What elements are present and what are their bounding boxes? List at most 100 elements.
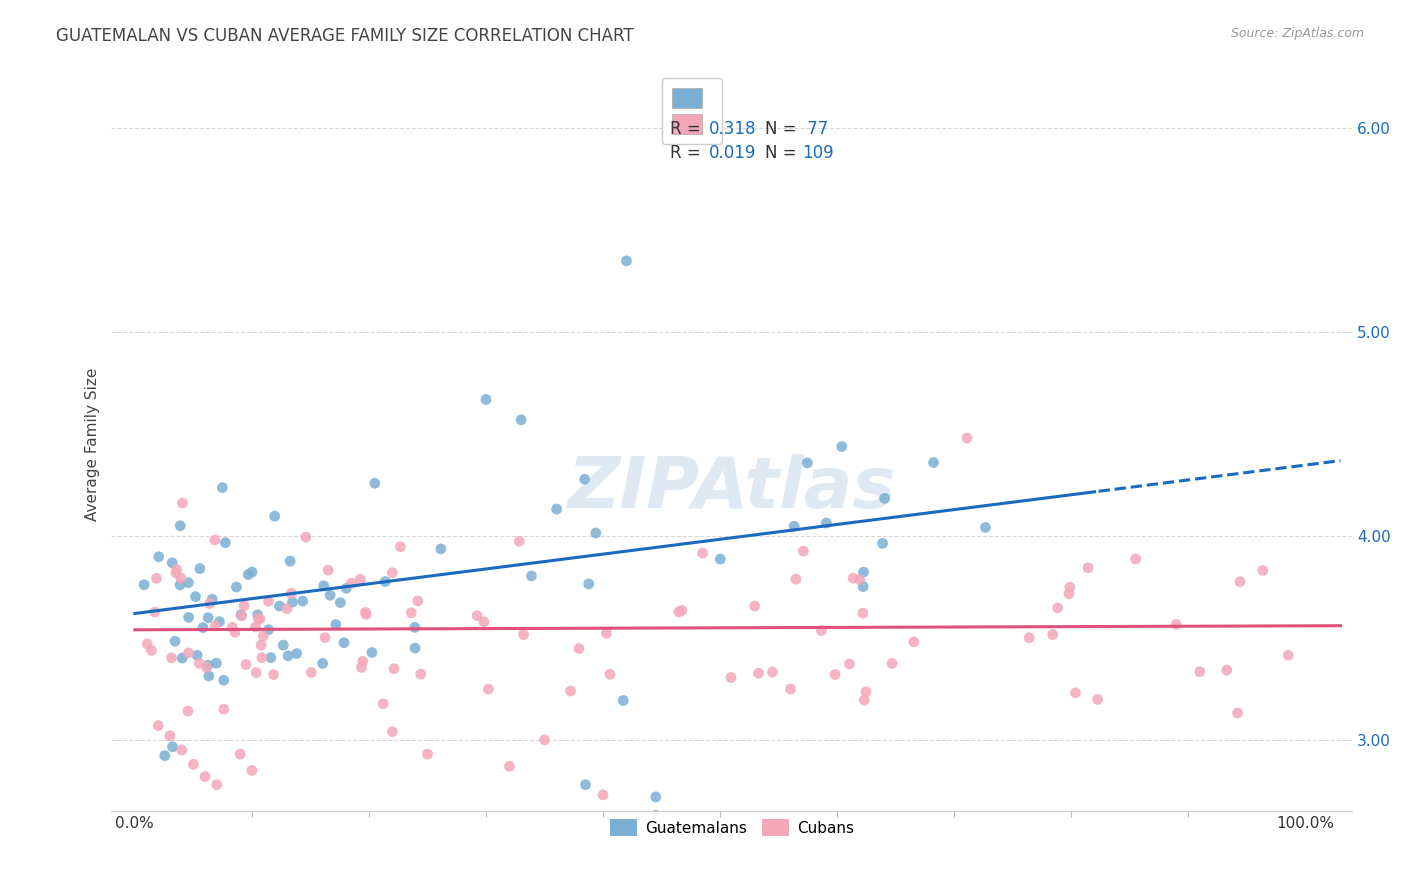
Point [245,620,267,634]
Point [333,636,356,650]
Point [212,673,235,688]
Point [409,667,432,681]
Point [783,519,806,533]
Point [720,671,742,685]
Point [177,646,200,660]
Point [247,611,270,625]
Point [212,702,235,716]
Point [169,578,191,592]
Text: N =: N = [765,144,801,161]
Point [1057,587,1080,601]
Point [796,456,818,470]
Text: 77: 77 [801,120,828,138]
Point [263,667,285,681]
Point [375,843,398,857]
Point [198,597,221,611]
Point [170,743,193,757]
Point [285,647,308,661]
Point [671,603,693,617]
Point [815,516,838,530]
Point [160,556,183,570]
Point [172,496,194,510]
Point [852,565,875,579]
Point [389,540,412,554]
Point [560,684,582,698]
Point [295,530,318,544]
Point [186,648,208,663]
Point [974,520,997,534]
Point [229,607,252,622]
Point [416,747,439,761]
Point [574,472,596,486]
Point [1166,617,1188,632]
Y-axis label: Average Family Size: Average Family Size [86,368,100,521]
Point [204,533,226,547]
Point [595,626,617,640]
Point [249,612,271,626]
Point [1018,631,1040,645]
Point [269,599,291,613]
Point [401,606,423,620]
Point [852,606,875,620]
Point [169,518,191,533]
Point [145,571,167,585]
Point [208,615,231,629]
Point [1059,580,1081,594]
Point [364,476,387,491]
Point [1087,692,1109,706]
Point [314,631,336,645]
Point [166,562,188,576]
Point [263,509,285,524]
Point [214,535,236,549]
Point [1226,706,1249,720]
Point [197,610,219,624]
Point [205,778,228,792]
Point [250,638,273,652]
Point [644,808,666,822]
Point [177,575,200,590]
Point [312,579,335,593]
Point [194,770,217,784]
Point [430,541,453,556]
Point [810,624,832,638]
Point [257,623,280,637]
Point [903,635,925,649]
Point [510,413,533,427]
Point [229,747,252,761]
Point [855,685,877,699]
Point [163,634,186,648]
Point [143,605,166,619]
Point [352,824,374,838]
Point [748,666,770,681]
Point [533,732,555,747]
Point [231,609,253,624]
Point [201,592,224,607]
Point [477,682,499,697]
Point [204,619,226,633]
Point [191,621,214,635]
Point [1046,601,1069,615]
Point [744,599,766,613]
Point [1216,663,1239,677]
Point [316,563,339,577]
Point [709,552,731,566]
Point [578,577,600,591]
Point [177,704,200,718]
Point [299,665,322,680]
Point [1064,686,1087,700]
Point [162,739,184,754]
Point [246,607,269,622]
Point [644,789,666,804]
Point [183,757,205,772]
Point [475,392,498,407]
Point [252,629,274,643]
Point [198,669,221,683]
Point [188,657,211,671]
Point [225,580,247,594]
Point [224,625,246,640]
Point [280,586,302,600]
Point [205,656,228,670]
Point [260,650,283,665]
Point [852,580,875,594]
Point [245,665,267,680]
